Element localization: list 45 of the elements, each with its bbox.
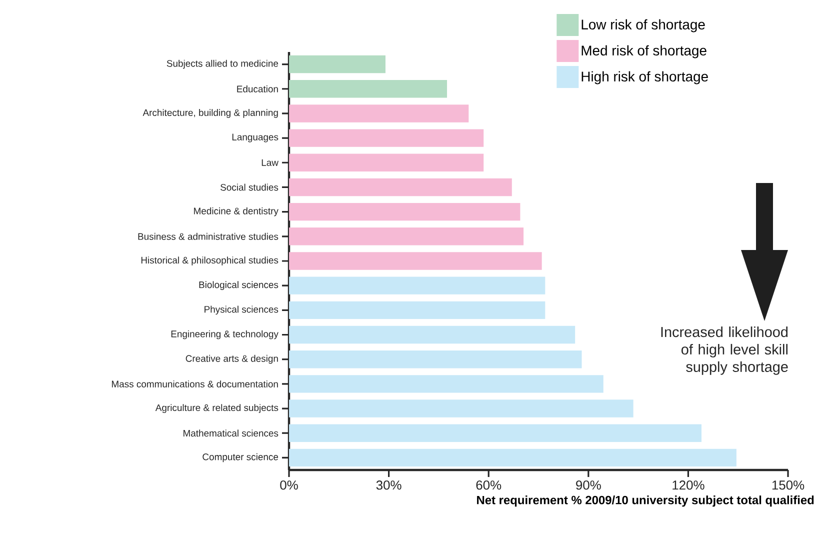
y-tick-label: Biological sciences: [199, 281, 278, 290]
y-tick-label: Physical sciences: [204, 306, 278, 315]
x-tick-label: 60%: [476, 480, 502, 490]
y-tick-label: Law: [262, 159, 279, 166]
x-axis-title: Net requirement % 2009/10 university subject total qualified: [477, 496, 814, 507]
y-tick-label: Mass communications & documentation: [112, 380, 278, 388]
x-tick-label: 90%: [576, 480, 601, 490]
x-tick-label: 30%: [376, 480, 402, 490]
y-tick-label: Education: [237, 85, 278, 92]
bar: [289, 350, 582, 368]
y-tick-label: Agriculture & related subjects: [155, 404, 278, 413]
bar: [289, 448, 736, 467]
bar: [289, 326, 576, 344]
legend-label: Low risk of shortage: [582, 19, 705, 32]
bar: [289, 301, 546, 320]
bar: [289, 400, 634, 418]
annotation: Increased likelihood of high level skill supply shortage: [661, 326, 788, 375]
y-tick-label: Subjects allied to medicine: [166, 60, 278, 69]
y-tick-label: Business & administrative studies: [138, 232, 278, 240]
x-tick-label: 120%: [672, 480, 704, 490]
y-tick-label: Creative arts & design: [186, 354, 278, 364]
legend-label: High risk of shortage: [582, 71, 708, 84]
bar: [289, 178, 512, 196]
bar: [289, 55, 386, 74]
bar: [289, 80, 448, 98]
bar: [289, 424, 702, 442]
y-tick-label: Mathematical sciences: [184, 430, 278, 437]
bar: [289, 375, 604, 393]
bar: [289, 228, 524, 246]
bar: [289, 276, 546, 294]
x-tick-label: 150%: [772, 480, 804, 490]
y-tick-label: Architecture, building & planning: [142, 109, 278, 118]
y-tick-label: Historical & philosophical studies: [141, 256, 278, 266]
x-tick-label: 0%: [280, 480, 298, 490]
bar: [289, 252, 542, 270]
y-tick-label: Computer science: [202, 453, 278, 462]
bar: [289, 129, 484, 147]
y-tick-label: Medicine & dentistry: [194, 207, 278, 216]
y-tick-label: Languages: [232, 134, 278, 142]
bar: [289, 104, 469, 122]
bar: [289, 154, 484, 172]
y-tick-label: Engineering & technology: [171, 330, 278, 340]
y-tick-label: Social studies: [220, 184, 278, 191]
legend-label: Med risk of shortage: [582, 45, 706, 58]
bar: [289, 202, 520, 221]
